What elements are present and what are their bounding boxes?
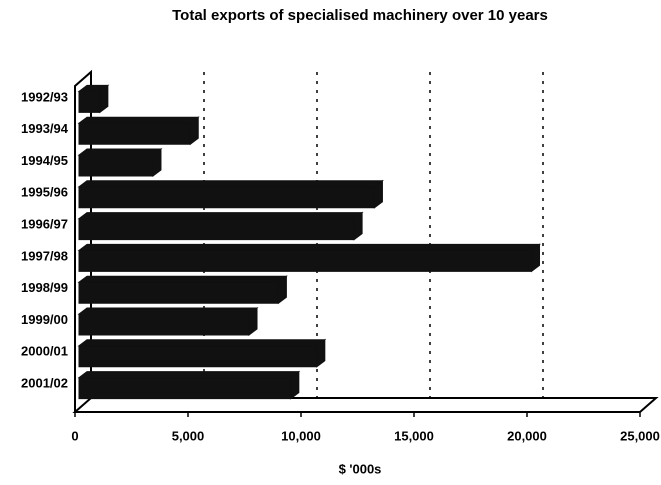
y-tick-label: 2001/02 [21, 376, 68, 391]
bar [77, 275, 288, 305]
x-tick-label: 25,000 [620, 428, 660, 443]
y-tick-label: 1995/96 [21, 185, 68, 200]
bar [77, 148, 163, 177]
bar [77, 211, 364, 241]
y-tick-label: 1998/99 [21, 280, 68, 295]
x-tick-label: 15,000 [394, 428, 434, 443]
chart-title: Total exports of specialised machinery o… [172, 7, 548, 24]
x-tick-label: 10,000 [281, 428, 321, 443]
y-tick-label: 1999/00 [21, 312, 68, 327]
y-tick-label: 1996/97 [21, 217, 68, 232]
y-tick-label: 1994/95 [21, 153, 68, 168]
x-tick-label: 0 [71, 428, 78, 443]
y-tick-label: 1997/98 [21, 248, 68, 263]
x-tick-label: 5,000 [172, 428, 205, 443]
bar [77, 179, 384, 209]
x-axis-label: $ '000s [339, 461, 382, 476]
y-tick-label: 2000/01 [21, 344, 68, 359]
x-tick-label: 20,000 [507, 428, 547, 443]
bar [77, 307, 259, 336]
bar [77, 370, 301, 400]
y-tick-label: 1993/94 [21, 121, 69, 136]
bar [77, 243, 542, 273]
y-tick-label: 1992/93 [21, 89, 68, 104]
bar [77, 84, 110, 114]
floor [72, 397, 659, 413]
bar [77, 116, 200, 146]
bar [77, 338, 327, 368]
